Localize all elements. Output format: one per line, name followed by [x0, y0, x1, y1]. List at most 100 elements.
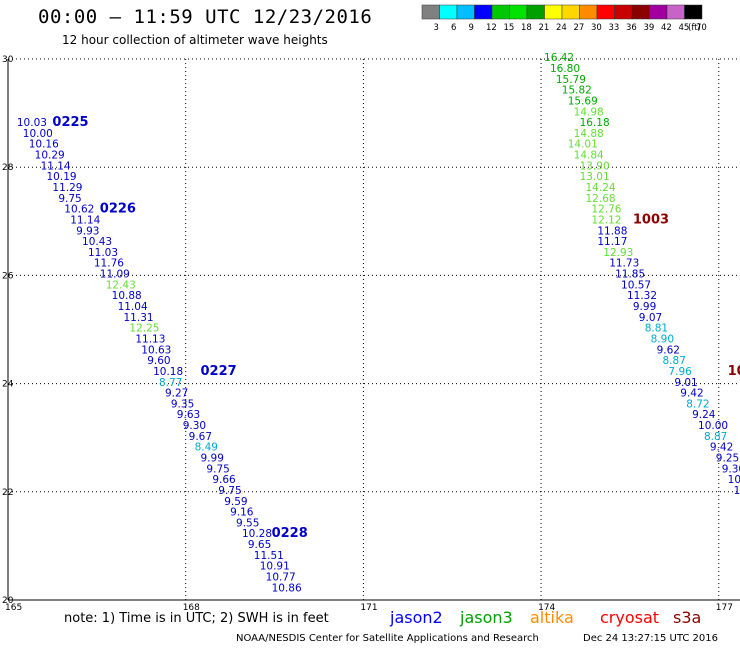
data-point-label: 8.77: [159, 377, 182, 389]
data-point-label: 12.93: [603, 247, 633, 259]
legend-tick-label: 42: [661, 23, 672, 33]
legend-swatch: [456, 4, 475, 20]
data-point-label: 11.31: [124, 312, 154, 324]
data-point-label: 16.18: [580, 117, 610, 129]
data-point-label: 8.90: [651, 333, 674, 345]
data-point-label: 8.72: [686, 398, 709, 410]
data-point-label: 9.62: [657, 344, 680, 356]
data-point-label: 10.00: [698, 420, 728, 432]
data-point-label: 10.19: [47, 171, 77, 183]
data-point-label: 9.67: [189, 431, 212, 443]
data-point-label: 9.99: [201, 453, 224, 465]
y-tick-label: 28: [2, 163, 14, 173]
legend-tick-label: 39: [644, 23, 655, 33]
data-point-label: 9.66: [212, 474, 236, 486]
x-tick-label: 165: [5, 603, 22, 613]
x-tick-label: 171: [360, 603, 377, 613]
legend-tick-label: 18: [521, 23, 532, 33]
data-point-label: 16.42: [544, 52, 574, 64]
data-point-label: 11.13: [135, 333, 165, 345]
legend-tick-label: 6: [451, 23, 456, 33]
x-tick-label: 174: [538, 603, 555, 613]
data-point-label: 10.77: [266, 572, 296, 584]
data-point-label: 14.01: [568, 139, 598, 151]
data-point-label: 9.42: [680, 388, 703, 400]
data-point-label: 8.81: [645, 323, 668, 335]
legend-swatch: [666, 4, 685, 20]
legend-swatch: [561, 4, 580, 20]
x-tick-label: 168: [183, 603, 200, 613]
legend-tick-label: 70: [696, 23, 707, 33]
data-point-label: 10.29: [35, 150, 65, 162]
legend-tick-label: 24: [556, 23, 567, 33]
chart-title: 00:00 – 11:59 UTC 12/23/2016: [38, 6, 373, 28]
pass-annotation: 0225: [52, 115, 88, 130]
data-point-label: 10.16: [29, 139, 59, 151]
data-point-label: 9.30: [722, 463, 740, 475]
legend-swatch: [439, 4, 458, 20]
y-tick-label: 24: [2, 380, 14, 390]
sat-label-altika: altika: [530, 608, 574, 627]
data-point-label: 11.85: [615, 269, 645, 281]
data-point-label: 9.07: [639, 312, 662, 324]
legend-tick-label: 45: [679, 23, 690, 33]
data-point-label: 10.00: [23, 128, 53, 140]
data-point-label: 9.30: [183, 420, 206, 432]
data-point-label: 15.82: [562, 85, 592, 97]
data-point-label: 9.59: [224, 496, 247, 508]
legend-tick-label: 27: [574, 23, 585, 33]
data-point-label: 12.25: [129, 323, 159, 335]
data-point-label: 10.72: [734, 485, 740, 497]
sat-label-jason3: jason3: [460, 608, 513, 627]
legend-swatch: [649, 4, 668, 20]
y-tick-label: 26: [2, 271, 14, 281]
legend-tick-label: 15: [504, 23, 515, 33]
legend-swatch: [491, 4, 510, 20]
data-point-label: 16.80: [550, 63, 580, 75]
data-point-label: 14.24: [586, 182, 616, 194]
data-point-label: 14.84: [574, 150, 604, 162]
data-point-label: 9.93: [76, 225, 99, 237]
legend-tick-label: 3: [434, 23, 439, 33]
legend-swatch: [526, 4, 545, 20]
data-point-label: 9.35: [171, 398, 194, 410]
legend-swatch: [631, 4, 650, 20]
data-point-label: 10.28: [242, 528, 272, 540]
units-note: note: 1) Time is in UTC; 2) SWH is in fe…: [64, 611, 329, 626]
data-point-label: 9.55: [236, 517, 259, 529]
y-tick-label: 20: [2, 596, 14, 606]
pass-annotation: 0228: [272, 526, 308, 541]
sat-label-jason2: jason2: [390, 608, 443, 627]
data-point-label: 11.32: [627, 290, 657, 302]
data-point-label: 12.68: [586, 193, 616, 205]
data-point-label: 8.87: [704, 431, 727, 443]
data-point-label: 11.03: [88, 247, 118, 259]
footer-credit: NOAA/NESDIS Center for Satellite Applica…: [236, 633, 539, 644]
data-point-label: 10.88: [112, 290, 142, 302]
data-point-label: 15.79: [556, 74, 586, 86]
data-point-label: 10.43: [82, 236, 112, 248]
legend-tick-label: 21: [539, 23, 550, 33]
data-point-label: 9.75: [58, 193, 81, 205]
data-point-label: 12.12: [591, 214, 621, 226]
data-point-label: 14.88: [574, 128, 604, 140]
y-tick-label: 30: [2, 55, 14, 65]
data-point-label: 9.65: [248, 539, 271, 551]
legend-swatch: [684, 4, 703, 20]
data-point-label: 10.06: [728, 474, 740, 486]
data-point-label: 11.09: [100, 269, 130, 281]
legend-unit-label: (ft): [688, 23, 701, 33]
data-point-label: 9.42: [710, 442, 733, 454]
legend-swatch: [614, 4, 633, 20]
data-point-label: 9.24: [692, 409, 716, 421]
sat-label-s3a: s3a: [673, 608, 702, 627]
legend-swatch: [579, 4, 598, 20]
data-point-label: 9.75: [206, 463, 229, 475]
chart-subtitle: 12 hour collection of altimeter wave hei…: [62, 33, 328, 47]
sat-label-cryosat: cryosat: [600, 608, 660, 627]
data-point-label: 9.60: [147, 355, 170, 367]
data-point-label: 10.18: [153, 366, 183, 378]
data-point-label: 12.43: [106, 279, 136, 291]
data-point-label: 8.49: [195, 442, 218, 454]
legend-tick-label: 12: [486, 23, 497, 33]
